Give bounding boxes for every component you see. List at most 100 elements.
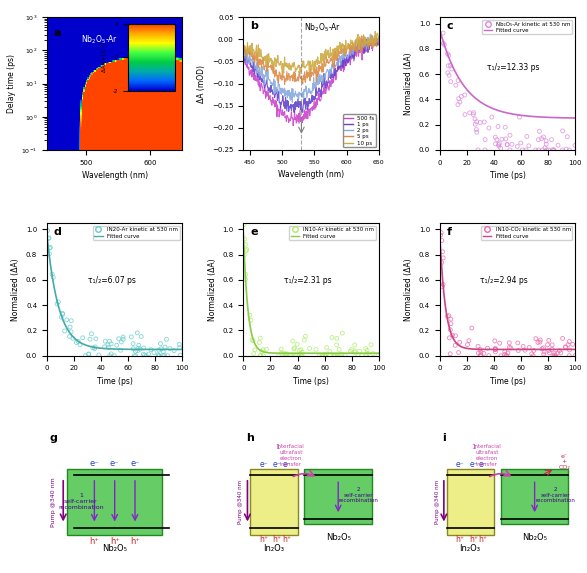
Point — [46, 243, 55, 252]
Point — [518, 342, 528, 351]
Point — [325, 347, 335, 356]
Point — [110, 351, 119, 360]
Point — [295, 346, 304, 355]
Point — [475, 351, 485, 360]
Point — [78, 333, 87, 342]
Point — [550, 349, 559, 358]
Point — [487, 112, 497, 121]
Legend: Nb₂O₅-Ar kinetic at 530 nm, Fitted curve: Nb₂O₅-Ar kinetic at 530 nm, Fitted curve — [482, 20, 572, 34]
Point — [154, 351, 164, 360]
Point — [331, 351, 340, 360]
Text: f: f — [447, 227, 451, 237]
Bar — [304, 469, 372, 524]
Text: τ₁/₂=2.94 ps: τ₁/₂=2.94 ps — [480, 276, 528, 285]
Point — [73, 337, 83, 346]
Point — [480, 146, 490, 155]
Point — [438, 29, 448, 38]
Point — [160, 351, 169, 360]
Point — [444, 311, 454, 320]
Point — [87, 329, 96, 339]
Point — [176, 351, 185, 360]
Point — [282, 350, 292, 359]
Point — [62, 315, 72, 324]
Point — [90, 344, 99, 353]
Point — [287, 351, 296, 360]
Point — [512, 142, 522, 151]
Point — [472, 117, 481, 127]
Point — [468, 110, 478, 119]
Point — [259, 351, 268, 360]
Point — [80, 351, 90, 360]
Text: Pump @340 nm: Pump @340 nm — [434, 480, 440, 524]
Text: e⁻
+
CO₂: e⁻ + CO₂ — [558, 454, 571, 470]
Point — [455, 337, 464, 347]
Point — [131, 351, 140, 360]
Bar — [501, 469, 568, 524]
Point — [247, 316, 256, 325]
Point — [136, 344, 145, 354]
Point — [289, 344, 299, 354]
Point — [554, 141, 563, 150]
Point — [565, 146, 574, 155]
Point — [437, 236, 447, 245]
Text: i: i — [443, 433, 446, 443]
Point — [540, 143, 549, 152]
Point — [240, 234, 249, 244]
Point — [340, 351, 350, 360]
Point — [513, 339, 522, 348]
Point — [493, 122, 502, 131]
Point — [484, 123, 494, 132]
Text: h⁺: h⁺ — [469, 535, 478, 544]
Point — [298, 351, 307, 360]
Text: e⁻: e⁻ — [282, 460, 291, 469]
Point — [494, 140, 503, 149]
Point — [562, 144, 571, 154]
Point — [502, 351, 511, 360]
Point — [457, 92, 466, 101]
Point — [475, 345, 485, 354]
Point — [570, 351, 579, 360]
Point — [548, 146, 557, 155]
Point — [162, 335, 171, 344]
Point — [544, 336, 554, 345]
Point — [471, 120, 480, 129]
Point — [133, 328, 142, 337]
Point — [112, 340, 122, 350]
Point — [257, 347, 266, 356]
Point — [65, 332, 74, 341]
Point — [444, 70, 454, 80]
Point — [548, 340, 557, 350]
Point — [330, 351, 339, 360]
Text: e⁻: e⁻ — [90, 459, 99, 468]
Text: interfacial
ultrafast
electron
transfer: interfacial ultrafast electron transfer — [277, 444, 305, 466]
Point — [43, 234, 53, 243]
Point — [49, 273, 58, 282]
Text: h⁺: h⁺ — [130, 537, 140, 546]
Point — [332, 340, 341, 350]
Point — [446, 325, 455, 334]
Point — [473, 342, 483, 351]
Point — [156, 339, 165, 348]
Point — [565, 351, 574, 360]
Point — [116, 346, 125, 355]
Point — [543, 340, 552, 350]
Point — [501, 134, 511, 143]
Point — [153, 350, 163, 359]
Point — [68, 333, 77, 343]
Point — [274, 351, 284, 360]
Point — [133, 346, 143, 355]
Point — [117, 337, 126, 347]
Point — [496, 144, 505, 153]
Point — [127, 332, 136, 342]
Point — [43, 226, 52, 235]
Point — [296, 346, 306, 355]
Point — [463, 340, 472, 350]
Point — [296, 350, 305, 359]
Point — [256, 351, 265, 360]
Point — [542, 146, 551, 155]
Point — [438, 39, 448, 48]
Text: h⁺: h⁺ — [282, 535, 291, 544]
Point — [165, 344, 174, 353]
Point — [104, 343, 113, 352]
Point — [501, 123, 510, 132]
